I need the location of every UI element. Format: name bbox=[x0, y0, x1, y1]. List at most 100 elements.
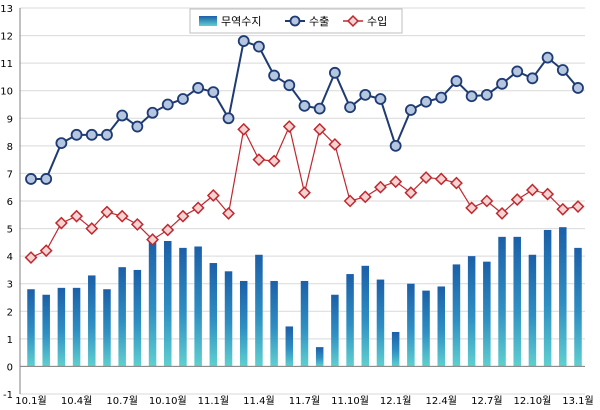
exports-point bbox=[328, 66, 341, 79]
y-tick-label: 11 bbox=[0, 59, 13, 70]
imports-point bbox=[252, 153, 266, 167]
y-tick-label: 1 bbox=[7, 335, 13, 346]
trade-balance-bar bbox=[148, 239, 157, 367]
trade-balance-bar bbox=[361, 265, 370, 367]
legend-label-exports: 수출 bbox=[309, 15, 329, 28]
trade-balance-bar bbox=[255, 254, 263, 367]
exports-point bbox=[526, 72, 539, 85]
y-tick-label: 12 bbox=[0, 32, 13, 43]
imports-point bbox=[374, 180, 387, 194]
exports-point bbox=[207, 86, 220, 98]
y-tick-label: 4 bbox=[7, 252, 13, 263]
trade-balance-bar bbox=[315, 347, 324, 367]
imports-point bbox=[389, 175, 403, 189]
exports-point bbox=[146, 106, 159, 119]
trade-balance-bar bbox=[133, 269, 142, 367]
imports-point bbox=[222, 206, 235, 220]
exports-point bbox=[465, 90, 478, 103]
imports-point bbox=[465, 201, 479, 215]
trade-balance-bar bbox=[528, 254, 537, 367]
exports-point bbox=[450, 75, 463, 87]
x-tick-label: 12.4월 bbox=[426, 395, 457, 407]
imports-point bbox=[298, 186, 311, 200]
trade-balance-bar bbox=[164, 240, 172, 367]
x-tick-label: 11.1월 bbox=[198, 395, 229, 407]
imports-point bbox=[206, 189, 220, 202]
exports-point bbox=[313, 102, 326, 115]
y-tick-label: 8 bbox=[7, 142, 13, 153]
imports-point bbox=[434, 172, 448, 186]
exports-point bbox=[237, 35, 250, 47]
exports-point bbox=[541, 51, 554, 64]
imports-point bbox=[404, 186, 418, 200]
imports-point bbox=[161, 223, 175, 237]
y-tick-label: 10 bbox=[0, 87, 13, 98]
y-tick-label: 13 bbox=[0, 4, 13, 15]
trade-balance-bar bbox=[483, 261, 491, 367]
x-tick-label: 11.4월 bbox=[243, 395, 274, 407]
exports-point bbox=[283, 79, 296, 92]
x-tick-label: 10.7월 bbox=[106, 395, 137, 407]
imports-point bbox=[267, 154, 281, 168]
trade-balance-bar bbox=[300, 280, 309, 367]
imports-point bbox=[480, 194, 494, 208]
exports-point bbox=[222, 112, 235, 125]
imports-point bbox=[450, 176, 463, 190]
legend-label-trade-balance: 무역수지 bbox=[221, 15, 261, 28]
imports-point bbox=[313, 122, 327, 136]
exports-point bbox=[389, 139, 402, 152]
exports-point bbox=[192, 82, 205, 94]
trade-balance-bar bbox=[285, 326, 294, 367]
trade-balance-bar bbox=[467, 256, 476, 367]
imports-point bbox=[100, 205, 114, 219]
x-tick-label: 12.10월 bbox=[514, 395, 552, 407]
imports-point bbox=[70, 209, 84, 223]
trade-balance-bar bbox=[72, 287, 81, 367]
exports-point bbox=[496, 77, 508, 90]
exports-point bbox=[116, 109, 129, 122]
trade-balance-bar bbox=[42, 294, 50, 367]
imports-point bbox=[191, 201, 205, 215]
trade-balance-bar bbox=[57, 287, 66, 367]
trade-balance-bar bbox=[27, 289, 35, 367]
trade-balance-bar bbox=[574, 247, 582, 367]
imports-point bbox=[85, 222, 99, 236]
exports-point bbox=[480, 88, 493, 101]
legend-swatch-trade-balance bbox=[199, 16, 217, 26]
x-tick-label: 10.10월 bbox=[149, 395, 187, 407]
imports-point bbox=[556, 202, 570, 216]
imports-point bbox=[176, 209, 190, 223]
x-tick-label: 13.1월 bbox=[562, 395, 593, 407]
trade-balance-bar bbox=[179, 247, 187, 367]
trade-balance-bar bbox=[391, 331, 400, 367]
grid bbox=[20, 7, 585, 395]
exports-point bbox=[420, 95, 432, 108]
trade-balance-bar bbox=[376, 279, 385, 367]
trade-balance-bar bbox=[103, 289, 111, 367]
y-tick-label: 2 bbox=[7, 307, 13, 318]
y-tick-label: 0 bbox=[7, 362, 13, 373]
trade-balance-bar bbox=[239, 280, 248, 367]
trade-balance-bar bbox=[407, 283, 415, 367]
imports-point bbox=[419, 171, 433, 184]
exports-point bbox=[374, 93, 387, 105]
legend: 무역수지 수출 수입 bbox=[189, 8, 403, 34]
imports-point bbox=[237, 122, 251, 136]
exports-point bbox=[511, 65, 524, 78]
imports-point bbox=[39, 244, 53, 258]
exports-point bbox=[177, 93, 189, 105]
imports-point bbox=[130, 218, 144, 231]
y-tick-label: 7 bbox=[7, 169, 13, 180]
exports-point bbox=[359, 88, 372, 101]
exports-point bbox=[268, 69, 281, 82]
exports-point bbox=[344, 101, 356, 114]
trade-balance-bar bbox=[209, 263, 218, 367]
x-tick-label: 10.1월 bbox=[15, 395, 46, 407]
imports-point bbox=[282, 120, 296, 133]
legend-swatch-exports-marker bbox=[289, 15, 301, 27]
y-tick-label: 3 bbox=[7, 280, 13, 291]
y-tick-label: 5 bbox=[7, 225, 13, 236]
exports-point bbox=[404, 104, 417, 116]
